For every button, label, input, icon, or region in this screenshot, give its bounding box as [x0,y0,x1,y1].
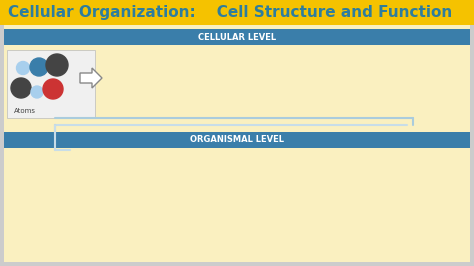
Circle shape [11,78,31,98]
Text: Atoms: Atoms [14,108,36,114]
Polygon shape [80,68,102,88]
FancyBboxPatch shape [4,29,470,45]
Circle shape [46,54,68,76]
Circle shape [43,79,63,99]
FancyBboxPatch shape [7,50,95,118]
Circle shape [31,86,43,98]
FancyBboxPatch shape [4,132,470,148]
Text: Cellular Organization:    Cell Structure and Function: Cellular Organization: Cell Structure an… [8,5,452,20]
Text: CELLULAR LEVEL: CELLULAR LEVEL [198,32,276,41]
FancyBboxPatch shape [0,0,474,25]
Text: ORGANISMAL LEVEL: ORGANISMAL LEVEL [190,135,284,144]
FancyBboxPatch shape [4,25,470,262]
Circle shape [30,58,48,76]
Circle shape [17,61,29,74]
